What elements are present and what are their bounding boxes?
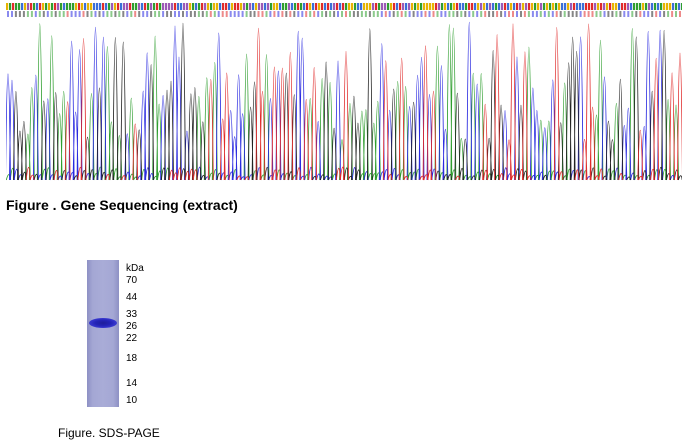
marker-14: 14 [126,378,138,389]
trace-a [6,23,679,181]
gene-sequencing-caption: Figure . Gene Sequencing (extract) [6,197,238,213]
marker-22: 22 [126,333,138,344]
trace-g [13,23,682,181]
gel-lane [87,260,119,407]
quality-score-bar [6,3,682,10]
sds-page-caption: Figure. SDS-PAGE [58,426,160,440]
kda-unit-label: kDa [126,263,144,274]
trace-t [25,23,682,181]
protein-band [89,318,117,328]
sequencing-chromatogram [6,22,682,181]
marker-70: 70 [126,275,138,286]
marker-18: 18 [126,353,138,364]
marker-26: 26 [126,321,138,332]
trace-c [6,22,675,181]
marker-10: 10 [126,395,138,406]
base-call-strip [7,11,681,17]
marker-44: 44 [126,292,138,303]
sds-page-figure: kDa 70 44 33 26 22 18 14 10 Figure. SDS-… [0,250,684,445]
marker-33: 33 [126,309,138,320]
gene-sequencing-figure: Figure . Gene Sequencing (extract) [0,0,684,213]
